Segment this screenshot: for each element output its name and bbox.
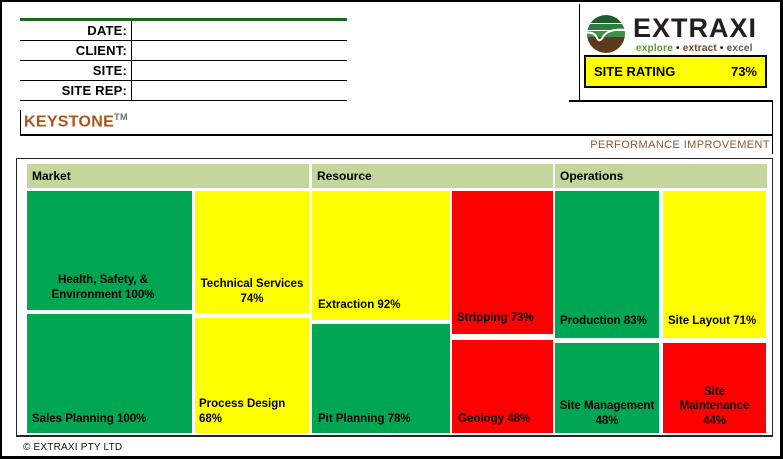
trademark-mark: TM — [114, 112, 128, 122]
treemap-cell-extraction: Extraction 92% — [312, 191, 450, 320]
page-subtitle: PERFORMANCE IMPROVEMENT — [590, 139, 770, 151]
cell-label: Sales Planning 100% — [32, 412, 147, 425]
cell-label: Site Maintenance 44% — [679, 385, 750, 427]
site-rating-badge: SITE RATING 73% — [584, 55, 767, 88]
date-input[interactable] — [132, 21, 347, 40]
treemap-cell-site-layout: Site Layout 71% — [663, 191, 766, 338]
grid-line-title-left — [20, 110, 21, 135]
tagline-dot-2: • — [719, 43, 724, 54]
grid-line-under-rating — [569, 100, 772, 102]
treemap-cell-stripping: Stripping 73% — [452, 191, 553, 334]
cell-label: Extraction 92% — [318, 298, 401, 311]
client-input[interactable] — [132, 41, 347, 60]
cell-label: Health, Safety, & Environment 100% — [51, 274, 155, 301]
treemap-cell-production: Production 83% — [555, 191, 659, 338]
brand-wordmark: EXTRAXI — [633, 13, 758, 43]
product-name: KEYSTONE — [24, 113, 115, 131]
site-rep-input[interactable] — [132, 81, 347, 100]
cell-label: Pit Planning 78% — [318, 412, 411, 425]
grid-line-vertical-right — [772, 100, 773, 154]
form-top-rule — [20, 18, 347, 21]
client-label: CLIENT: — [20, 41, 132, 60]
group-header-market: Market — [27, 164, 309, 188]
cell-label: Technical Services 74% — [200, 278, 304, 305]
treemap-cell-health-safety-environment: Health, Safety, & Environment 100% — [27, 191, 192, 310]
group-header-operations: Operations — [555, 164, 767, 188]
cell-label: Site Management 48% — [559, 400, 655, 427]
title-underline — [20, 134, 772, 136]
treemap-cell-sales-planning: Sales Planning 100% — [27, 314, 192, 433]
cell-label: Site Layout 71% — [668, 314, 757, 327]
form-row-client: CLIENT: — [20, 41, 347, 61]
tagline-excel: excel — [726, 43, 753, 54]
form-row-date: DATE: — [20, 21, 347, 41]
form-row-site-rep: SITE REP: — [20, 81, 347, 101]
tagline-explore: explore — [636, 43, 673, 54]
tagline-extract: extract — [682, 43, 717, 54]
treemap-cell-site-maintenance: Site Maintenance 44% — [663, 343, 766, 433]
keystone-treemap-chart: Market Resource Operations Health, Safet… — [16, 158, 773, 437]
treemap-cell-geology: Geology 48% — [452, 340, 553, 433]
site-details-form: DATE: CLIENT: SITE: SITE REP: — [20, 18, 347, 101]
tagline-dot-1: • — [675, 43, 680, 54]
page-title: KEYSTONETM — [24, 112, 128, 131]
cell-label: Stripping 73% — [457, 311, 534, 324]
treemap-cell-process-design: Process Design 68% — [195, 318, 309, 433]
copyright-text: © EXTRAXI PTY LTD — [23, 442, 123, 453]
treemap-cell-site-management: Site Management 48% — [555, 343, 659, 433]
site-rating-value: 73% — [730, 64, 757, 79]
site-input[interactable] — [132, 61, 347, 80]
treemap-cell-technical-services: Technical Services 74% — [195, 191, 309, 313]
cell-label: Geology 48% — [458, 412, 531, 425]
site-rep-label: SITE REP: — [20, 81, 132, 100]
grid-line-vertical-header — [579, 4, 580, 100]
cell-label: Production 83% — [560, 314, 647, 327]
form-row-site: SITE: — [20, 61, 347, 81]
site-rating-label: SITE RATING — [594, 64, 676, 79]
cell-label: Process Design 68% — [199, 398, 286, 425]
site-label: SITE: — [20, 61, 132, 80]
group-header-resource: Resource — [312, 164, 553, 188]
brand-tagline: explore • extract • excel — [636, 43, 753, 54]
date-label: DATE: — [20, 21, 132, 40]
treemap-cell-pit-planning: Pit Planning 78% — [312, 324, 450, 433]
extraxi-globe-icon — [587, 15, 625, 53]
